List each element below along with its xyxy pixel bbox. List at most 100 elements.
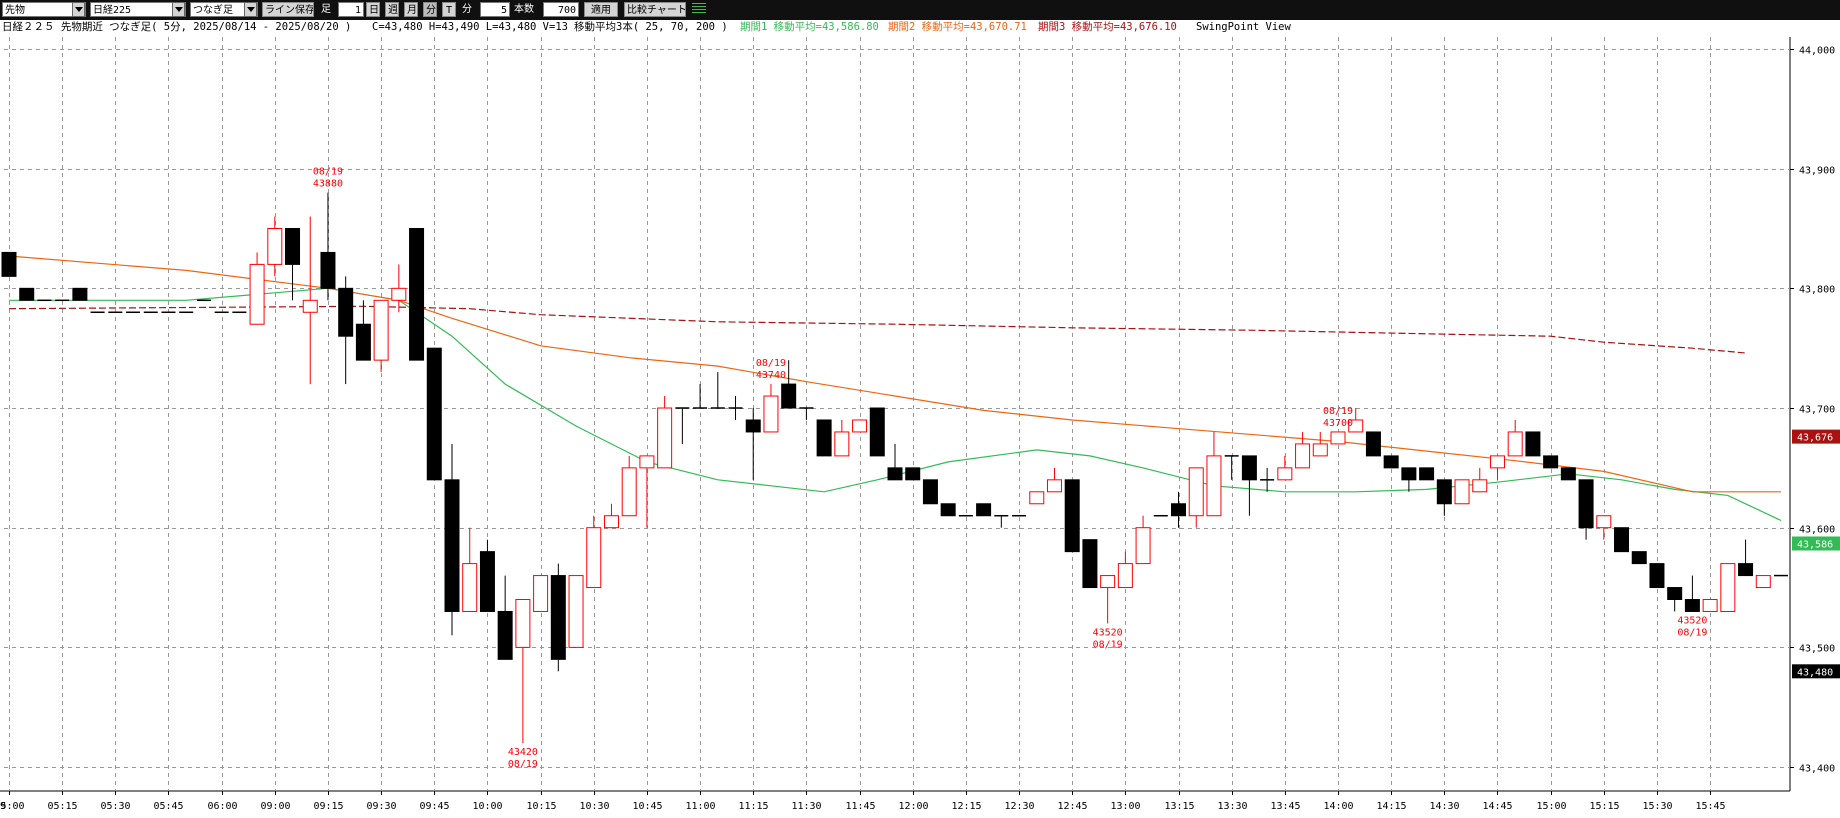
candle-body bbox=[1489, 455, 1505, 469]
candle-body bbox=[1117, 563, 1133, 589]
x-tick-label: 11:15 bbox=[738, 801, 768, 812]
candle-body bbox=[1631, 551, 1647, 565]
price-tag-label: 43,586 bbox=[1797, 539, 1833, 550]
swing-low-date: 08/19 bbox=[508, 759, 538, 770]
candle-body bbox=[302, 299, 318, 313]
period-month-button[interactable]: 月 bbox=[404, 2, 418, 17]
candle-body bbox=[373, 299, 389, 361]
price-tag-ma3 bbox=[1792, 429, 1840, 444]
candle-body bbox=[1100, 575, 1116, 589]
candle-body bbox=[1277, 467, 1293, 481]
candle-body bbox=[338, 287, 354, 337]
candle-body bbox=[285, 227, 301, 265]
candle-body bbox=[355, 323, 371, 361]
candle-body bbox=[905, 467, 921, 481]
line-save-button[interactable]: ライン保存 bbox=[262, 2, 314, 17]
candle-body bbox=[816, 419, 832, 457]
ma-title: 移動平均3本( 25, 70, 200 ) bbox=[574, 21, 728, 33]
x-tick-label: 15:45 bbox=[1695, 801, 1725, 812]
swing-low-value: 43520 bbox=[1677, 615, 1707, 626]
candle-body bbox=[479, 551, 495, 612]
candle-body bbox=[1, 251, 17, 277]
minute-value-field[interactable]: 5 bbox=[480, 2, 510, 17]
y-tick-label: 43,700 bbox=[1799, 405, 1835, 416]
candle-body bbox=[1064, 479, 1080, 553]
swing-high-date: 08/19 bbox=[1323, 406, 1353, 417]
lines-icon[interactable] bbox=[692, 3, 706, 15]
swing-high-date: 08/19 bbox=[756, 358, 786, 369]
candle-body bbox=[1046, 479, 1062, 493]
x-tick-label: 12:30 bbox=[1004, 801, 1034, 812]
x-tick-label: 10:45 bbox=[632, 801, 662, 812]
bar-value-field[interactable]: 1 bbox=[338, 2, 364, 17]
x-tick-label: 14:45 bbox=[1482, 801, 1512, 812]
candle-body bbox=[267, 227, 283, 265]
candle-body bbox=[869, 407, 885, 457]
candle-body bbox=[1472, 479, 1488, 493]
candle-body bbox=[462, 563, 478, 612]
swing-high-value: 43740 bbox=[756, 370, 786, 381]
compare-chart-button[interactable]: 比較チャート bbox=[624, 2, 686, 17]
symbol-dropdown-icon[interactable] bbox=[172, 2, 185, 17]
candle-body bbox=[1738, 563, 1754, 577]
candle-body bbox=[976, 503, 992, 517]
period-minute-button[interactable]: 分 bbox=[423, 2, 437, 17]
x-tick-label: 13:15 bbox=[1164, 801, 1194, 812]
candle-body bbox=[1560, 467, 1576, 481]
swing-high-date: 08/19 bbox=[313, 167, 343, 178]
x-tick-label: 15:00 bbox=[1536, 801, 1566, 812]
count-value-field[interactable]: 700 bbox=[543, 2, 579, 17]
y-tick-label: 43,600 bbox=[1799, 525, 1835, 536]
candle-body bbox=[763, 395, 779, 433]
candle-body bbox=[391, 287, 407, 301]
x-tick-label: 13:45 bbox=[1270, 801, 1300, 812]
candle-body bbox=[1365, 431, 1381, 457]
candle-body bbox=[72, 287, 88, 301]
x-tick-label: 11:30 bbox=[791, 801, 821, 812]
price-tag-ma1 bbox=[1792, 536, 1840, 551]
candle-body bbox=[940, 503, 956, 517]
period-tick-button[interactable]: T bbox=[442, 2, 456, 17]
candle-body bbox=[1188, 467, 1204, 517]
period-day-button[interactable]: 日 bbox=[366, 2, 380, 17]
minute-label: 分 bbox=[462, 4, 472, 15]
period-week-button[interactable]: 週 bbox=[385, 2, 399, 17]
candle-body bbox=[1702, 599, 1718, 612]
candle-body bbox=[1171, 503, 1187, 517]
symbol-select[interactable]: 日経225 bbox=[90, 2, 186, 17]
chart-kind-select[interactable]: つなぎ足 bbox=[190, 2, 258, 17]
candle-body bbox=[745, 419, 761, 433]
candle-body bbox=[657, 407, 673, 469]
candle-body bbox=[1029, 491, 1045, 505]
x-tick-label: 05:15 bbox=[47, 801, 77, 812]
y-tick-label: 44,000 bbox=[1799, 46, 1835, 57]
ma1-info: 期間1 移動平均=43,586.80 bbox=[740, 21, 879, 33]
category-select[interactable]: 先物 bbox=[2, 2, 86, 17]
candle-body bbox=[1436, 479, 1452, 505]
x-tick-label: 09:30 bbox=[366, 801, 396, 812]
instrument-info: 日経２２５ 先物期近 つなぎ足( 5分, 2025/08/14 - 2025/0… bbox=[2, 21, 352, 33]
ohlc-info: C=43,480 H=43,490 L=43,480 V=13 bbox=[372, 21, 568, 33]
ma-line-ma1 bbox=[9, 287, 1782, 522]
count-label: 本数 bbox=[514, 4, 534, 15]
candle-body bbox=[249, 263, 265, 325]
price-tag-label: 43,480 bbox=[1797, 667, 1833, 678]
x-tick-label: 10:00 bbox=[472, 801, 502, 812]
y-tick-label: 43,500 bbox=[1799, 644, 1835, 655]
y-tick-label: 43,800 bbox=[1799, 285, 1835, 296]
category-dropdown-icon[interactable] bbox=[72, 2, 85, 17]
candle-body bbox=[1755, 575, 1771, 589]
candle-body bbox=[834, 431, 850, 457]
candle-body bbox=[1135, 527, 1151, 565]
candle-body bbox=[1312, 443, 1328, 457]
candle-body bbox=[1614, 527, 1630, 553]
x-tick-label-prefix: 9 bbox=[0, 801, 6, 812]
candle-body bbox=[1348, 419, 1364, 433]
candle-body bbox=[1330, 431, 1346, 445]
chart-kind-dropdown-icon[interactable] bbox=[244, 2, 257, 17]
apply-button[interactable]: 適用 bbox=[584, 2, 618, 17]
candle-body bbox=[1295, 443, 1311, 469]
swing-high-value: 43700 bbox=[1323, 418, 1353, 429]
candle-body bbox=[852, 419, 868, 433]
x-tick-label: 15:30 bbox=[1642, 801, 1672, 812]
